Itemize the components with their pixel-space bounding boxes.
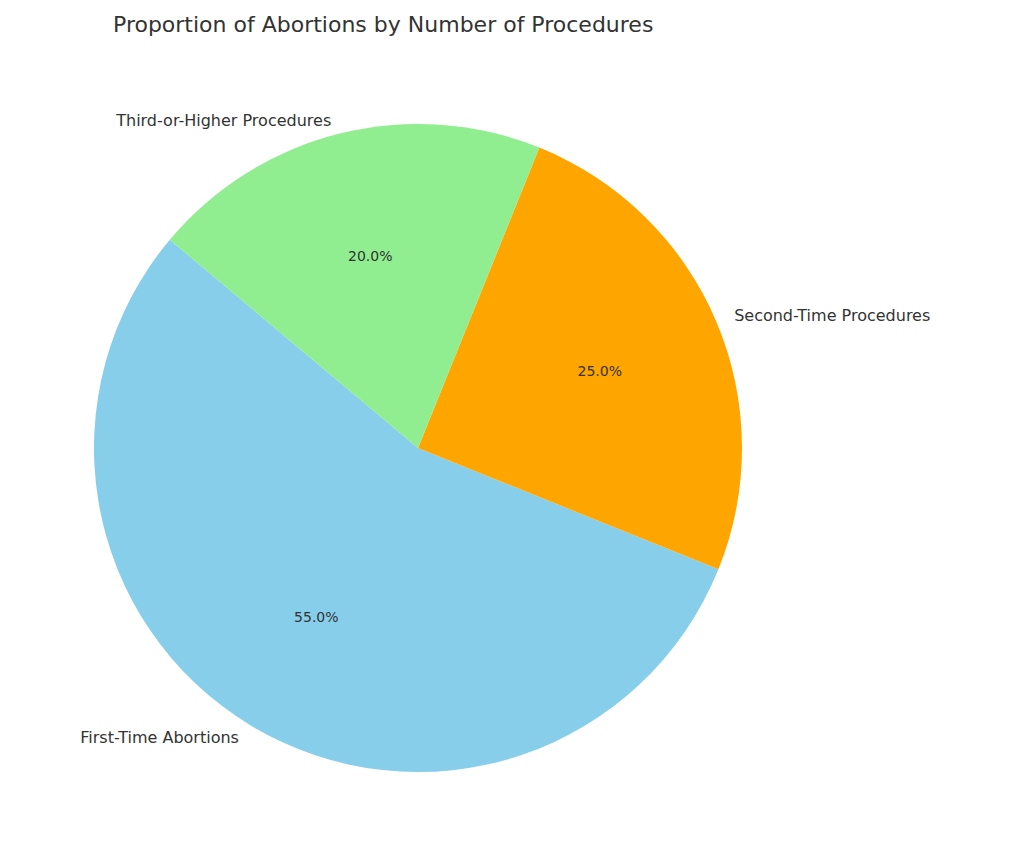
svg-text:25.0%: 25.0% [577,363,621,379]
svg-text:20.0%: 20.0% [348,248,392,264]
svg-text:Third-or-Higher Procedures: Third-or-Higher Procedures [115,111,331,130]
svg-text:Proportion of Abortions by Num: Proportion of Abortions by Number of Pro… [113,12,653,37]
svg-text:First-Time Abortions: First-Time Abortions [80,728,239,747]
svg-text:Second-Time Procedures: Second-Time Procedures [734,306,930,325]
svg-text:55.0%: 55.0% [294,609,338,625]
